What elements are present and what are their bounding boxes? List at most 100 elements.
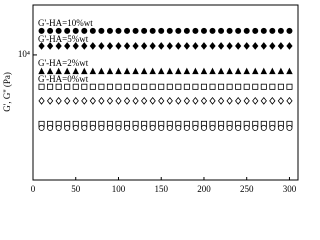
marker <box>252 67 259 75</box>
marker <box>141 97 148 105</box>
annotation: G'-HA=5%wt <box>38 34 89 44</box>
marker <box>192 83 199 90</box>
marker <box>166 42 173 50</box>
marker <box>166 97 173 105</box>
marker <box>89 83 96 90</box>
marker <box>115 42 122 50</box>
marker <box>209 42 216 50</box>
marker <box>286 124 293 131</box>
marker <box>158 97 165 105</box>
marker <box>149 27 156 34</box>
x-tick-label: 200 <box>197 184 211 194</box>
marker <box>157 67 165 75</box>
marker <box>183 67 191 75</box>
marker <box>166 83 173 90</box>
marker <box>55 27 62 34</box>
marker <box>124 27 131 34</box>
x-tick-label: 50 <box>71 184 81 194</box>
marker <box>98 97 105 105</box>
marker <box>38 97 45 105</box>
marker <box>81 124 88 131</box>
marker <box>260 97 267 105</box>
marker <box>286 27 293 34</box>
marker <box>175 42 182 50</box>
x-tick-label: 150 <box>154 184 168 194</box>
marker <box>38 124 45 131</box>
marker <box>260 83 267 90</box>
marker <box>149 97 156 105</box>
marker <box>243 124 250 131</box>
marker <box>81 42 88 50</box>
marker <box>106 97 114 105</box>
marker <box>209 124 216 131</box>
marker <box>98 83 105 90</box>
marker <box>269 67 276 75</box>
marker <box>192 42 199 50</box>
marker <box>98 67 105 75</box>
marker <box>47 27 54 34</box>
marker <box>140 67 148 75</box>
marker <box>217 67 225 75</box>
marker <box>175 83 182 90</box>
marker <box>132 67 139 75</box>
chart: G', G'' (Pa) 0 50 100 150 200 250 300 10⁴ G'-HA=… <box>2 4 299 194</box>
marker <box>183 42 190 50</box>
marker <box>115 83 122 90</box>
marker <box>218 83 225 90</box>
marker <box>47 124 54 131</box>
marker <box>98 27 105 34</box>
marker <box>47 83 54 90</box>
marker <box>123 42 131 50</box>
marker <box>192 27 199 34</box>
marker <box>226 124 233 131</box>
marker <box>200 97 208 105</box>
marker <box>192 67 199 75</box>
marker <box>235 124 242 131</box>
marker <box>183 97 190 105</box>
marker <box>183 124 190 131</box>
marker <box>141 42 148 50</box>
marker <box>243 42 250 50</box>
marker <box>252 42 259 50</box>
marker <box>55 42 62 50</box>
marker <box>55 124 62 131</box>
marker <box>106 83 113 90</box>
y-axis-label: G', G'' (Pa) <box>2 72 12 112</box>
marker <box>209 67 216 75</box>
marker <box>81 67 88 75</box>
marker <box>141 124 148 131</box>
marker <box>243 27 250 34</box>
marker <box>64 97 71 105</box>
marker <box>124 83 131 90</box>
marker <box>277 67 285 75</box>
marker <box>166 67 174 75</box>
marker <box>98 124 105 131</box>
marker <box>183 83 190 90</box>
marker <box>89 97 96 105</box>
marker <box>252 124 259 131</box>
marker <box>226 67 233 75</box>
marker <box>286 97 293 105</box>
marker <box>123 97 131 105</box>
marker <box>72 67 79 75</box>
marker <box>218 124 225 131</box>
x-tick-label: 0 <box>31 184 36 194</box>
marker <box>38 42 45 50</box>
marker <box>106 27 113 34</box>
marker <box>217 97 225 105</box>
marker <box>141 83 148 90</box>
marker <box>149 124 156 131</box>
marker <box>89 67 97 75</box>
marker <box>72 124 79 131</box>
marker <box>286 67 293 75</box>
marker <box>55 83 62 90</box>
marker <box>192 97 199 105</box>
annotation: G'-HA=0%wt <box>38 74 89 84</box>
marker <box>192 124 199 131</box>
marker <box>141 27 148 34</box>
marker <box>81 97 88 105</box>
marker <box>46 67 54 75</box>
marker <box>81 27 88 34</box>
x-tick-label: 300 <box>283 184 297 194</box>
marker <box>226 27 233 34</box>
